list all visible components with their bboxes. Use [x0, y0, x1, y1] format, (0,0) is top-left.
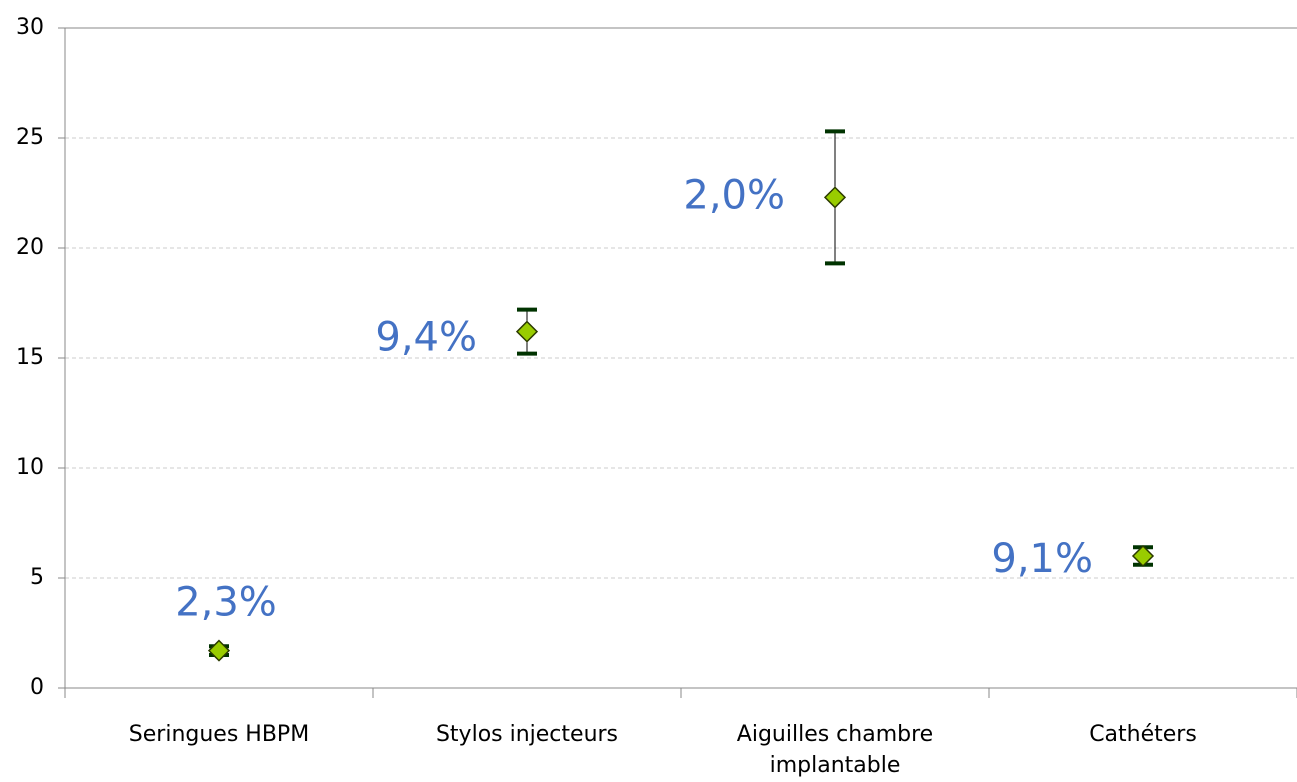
marker — [1131, 544, 1155, 568]
annotation: 2,3% — [175, 580, 277, 626]
annotation: 9,1% — [991, 536, 1093, 582]
x-tick-label: Stylos injecteurs — [435, 722, 619, 747]
y-tick-label: 5 — [30, 565, 44, 590]
x-tick-label: Seringues HBPM — [128, 722, 310, 747]
x-tick-label: Aiguilles chambre implantable — [736, 722, 934, 778]
y-tick-label: 15 — [16, 345, 44, 370]
marker — [207, 639, 231, 662]
y-tick-label: 20 — [16, 235, 44, 260]
annotation: 9,4% — [375, 315, 477, 361]
y-tick-label: 25 — [16, 125, 44, 150]
y-tick-label: 0 — [30, 675, 44, 700]
x-tick-label: Cathéters — [1089, 722, 1197, 747]
annotation: 2,0% — [683, 172, 785, 218]
marker — [515, 320, 539, 343]
marker — [823, 186, 847, 209]
y-tick-label: 30 — [16, 15, 44, 40]
y-tick-label: 10 — [16, 455, 44, 480]
